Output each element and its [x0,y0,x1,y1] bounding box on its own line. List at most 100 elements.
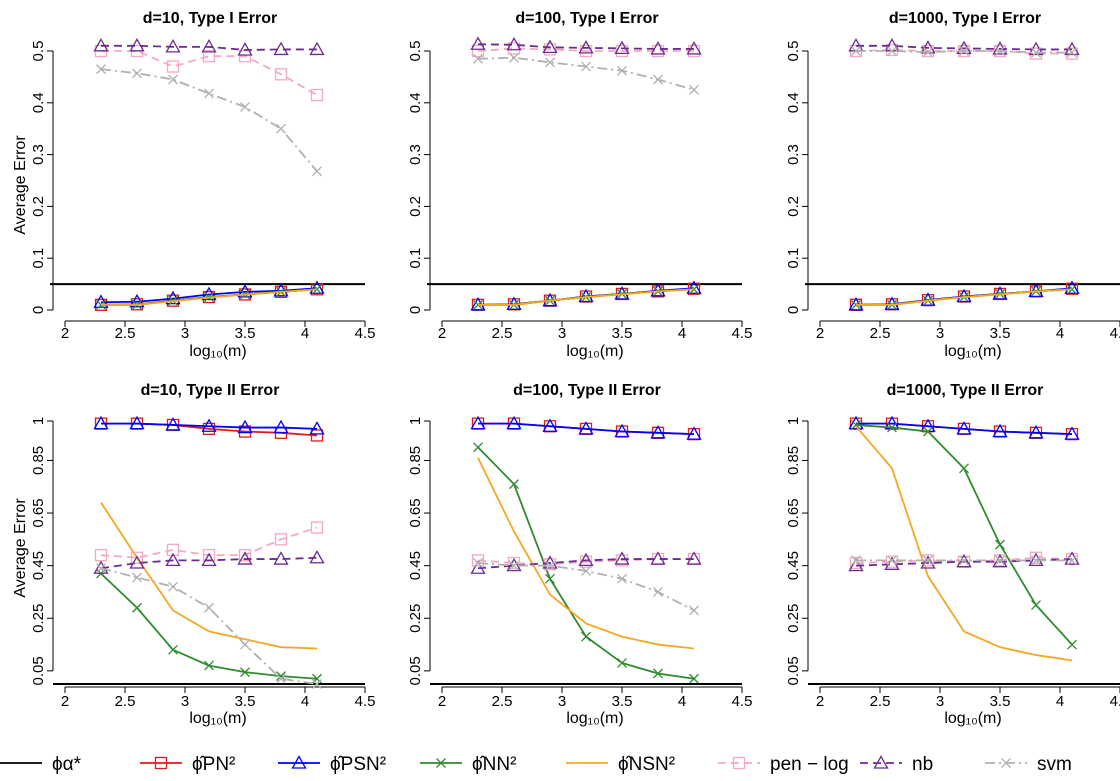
point-PSN [884,415,900,430]
point-nb [614,551,630,565]
point-svm [312,679,322,689]
y-tick-label: 0.65 [30,498,47,527]
x-tick-label: 4 [1056,693,1064,710]
point-svm [545,560,555,571]
point-NN [689,673,699,684]
point-PN [310,429,324,442]
x-tick-label: 2.5 [115,325,136,342]
point-PSN [201,418,217,432]
y-tick-label: 0.85 [30,446,47,475]
point-PSN [309,280,325,294]
x-tick-label: 3 [558,693,566,710]
y-tick-label: 0.65 [785,498,802,527]
point-PSN [650,425,666,439]
series-line-NSN [101,288,318,306]
point-nb [848,557,864,572]
point-svm [276,673,286,684]
y-tick-label: 0 [785,306,802,314]
point-svm [617,65,627,76]
point-nb [578,552,594,567]
point-PSN [920,292,936,306]
series-line-nb [855,558,1073,567]
point-svm [240,639,250,650]
x-axis-label: log₁₀(m) [189,343,246,360]
point-NN [581,631,591,642]
series-line-NN [100,572,318,680]
point-svm [96,563,106,574]
point-NN [617,658,627,668]
series-PSN [93,415,325,435]
point-PSN [1064,426,1080,440]
series-NN [96,568,322,684]
point-nb [578,40,594,54]
x-tick-label: 4 [678,325,686,342]
point-nb [506,557,522,572]
point-penlog [849,556,863,570]
point-svm [509,560,519,571]
x-tick-label: 2 [438,325,446,342]
x-tick-label: 3.5 [612,693,633,710]
y-tick-label: 0.1 [407,248,424,269]
point-svm [168,74,178,85]
panel-title: d=100, Type II Error [513,382,661,399]
y-tick-label: 0.25 [785,604,802,633]
point-NN [168,644,178,655]
series-line-NSN [477,457,695,650]
series-PSN [848,415,1080,440]
series-line-nb [856,44,1072,51]
x-tick-label: 4.5 [355,325,376,342]
point-nb [686,41,702,55]
point-nb [93,37,109,52]
series-PSN [93,280,325,308]
series-line-nb [477,43,694,50]
point-NN [473,442,483,453]
point-penlog [274,533,288,546]
y-tick-label: 1 [407,417,424,425]
series-svm [473,52,699,95]
series-NN [473,442,699,684]
y-tick-label: 0.3 [407,144,424,165]
point-penlog [543,558,557,571]
legend-marker-NN [436,758,446,768]
point-svm [923,47,933,57]
series-line-NSN [856,288,1073,306]
y-tick-label: 0.85 [785,446,802,475]
x-tick-label: 2 [61,693,69,710]
point-PSN [578,288,594,303]
y-tick-label: 0.65 [407,498,424,527]
legend-item-nb: nb [860,754,933,775]
series-line-nb [100,556,318,570]
x-tick-label: 4.5 [1110,693,1120,710]
point-svm [995,46,1005,56]
point-svm [312,166,322,177]
series-line-nb [101,44,317,51]
point-NN [653,668,663,679]
point-penlog [579,555,593,568]
point-svm [1031,47,1041,58]
x-tick-label: 4 [678,693,686,710]
point-svm [1031,555,1041,566]
series-line-penlog [477,558,694,566]
point-svm [240,101,250,112]
point-PSN [273,419,289,434]
point-nb [129,555,145,569]
point-PSN [470,415,486,430]
legend-item-penlog: pen − log [718,754,849,775]
x-tick-label: 3 [936,325,944,342]
y-tick-label: 0.4 [785,92,802,113]
point-PSN [542,418,558,432]
x-axis-label: log₁₀(m) [566,343,623,360]
series-nb [93,549,325,574]
point-svm [132,68,142,79]
legend-item-NN: ϕ̂NN² [420,754,516,775]
x-tick-label: 3 [558,325,566,342]
panel-title: d=10, Type II Error [141,382,280,399]
point-svm [168,581,178,592]
series-PSN [470,415,702,440]
point-nb [237,551,253,565]
point-svm [132,572,142,583]
panel-3: d=1000, Type I Error 0 0.1 0.2 0.3 0.4 0.5 2 2.5… [785,10,1120,360]
point-svm [923,555,933,566]
series-NSN [100,502,318,650]
y-tick-label: 1 [30,417,47,425]
